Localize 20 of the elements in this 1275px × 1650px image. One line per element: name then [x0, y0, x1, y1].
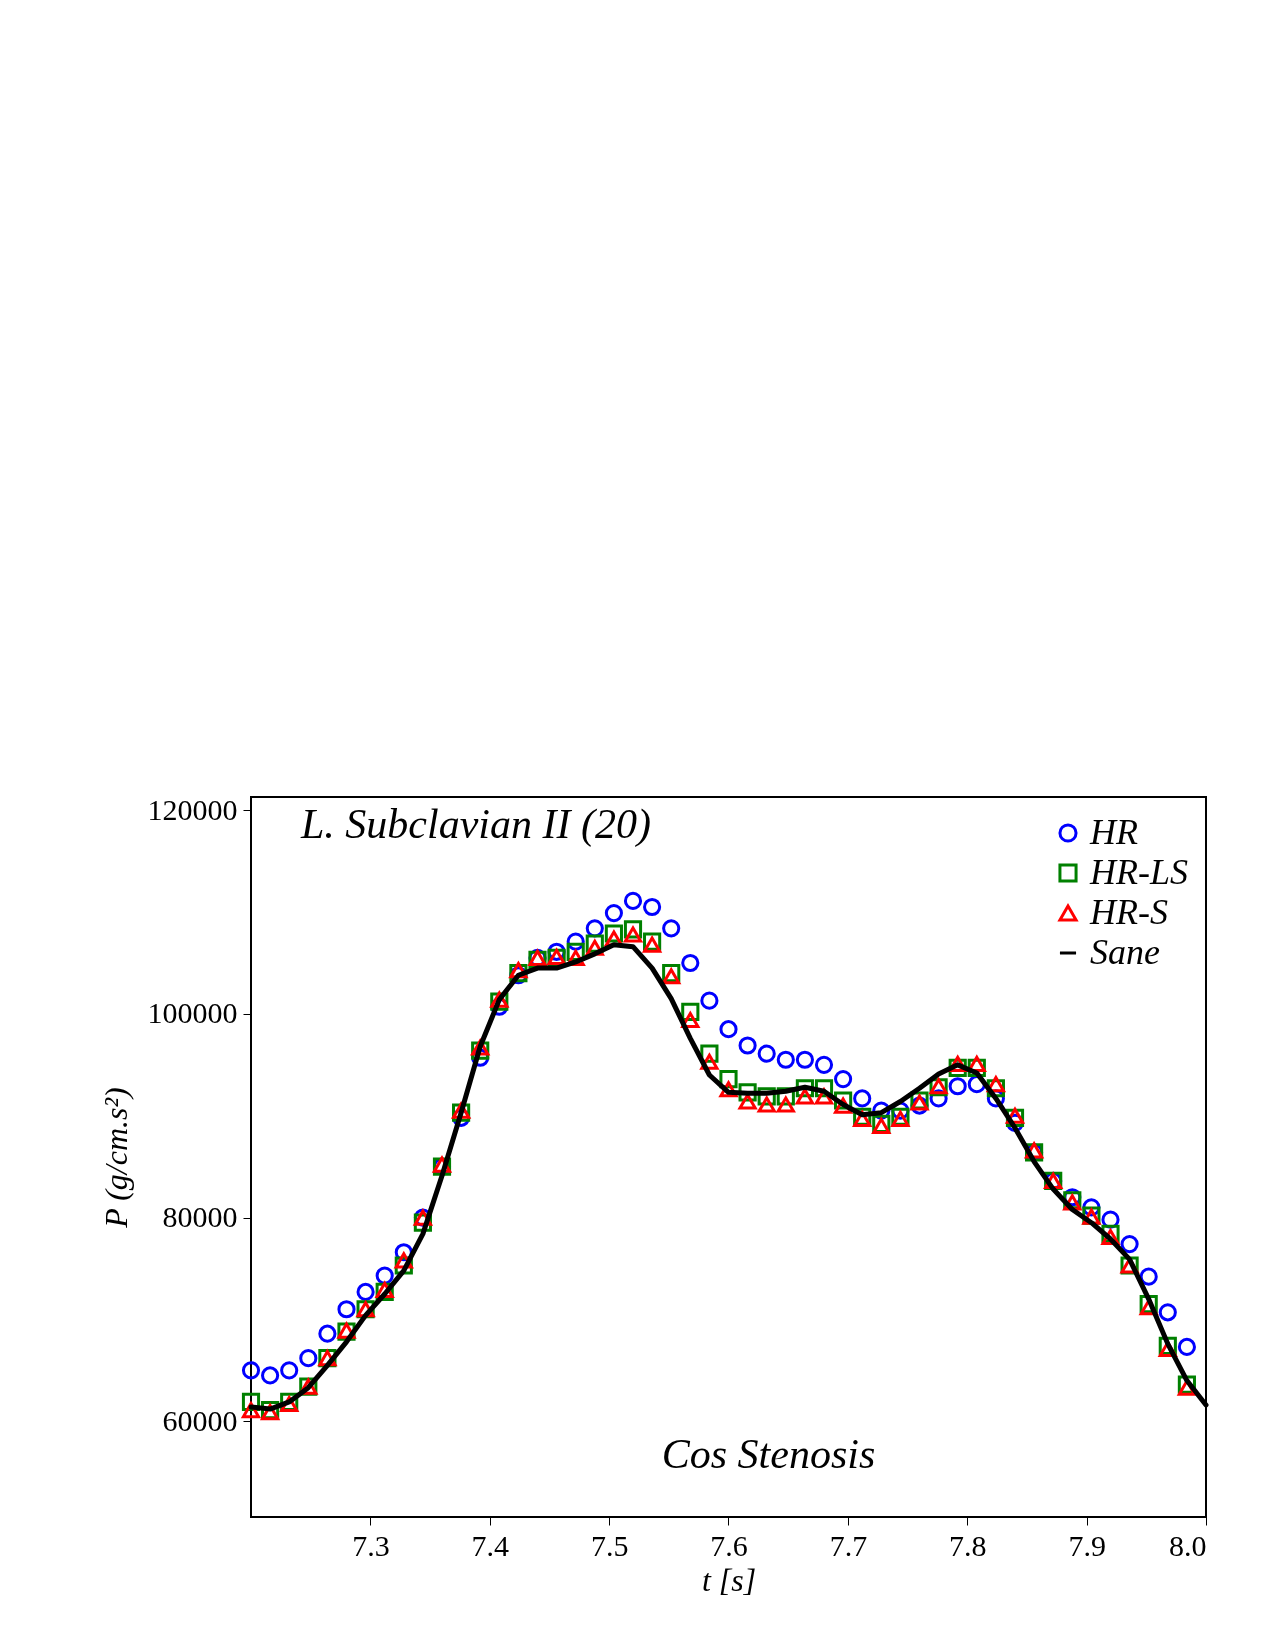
- legend-label: HR: [1089, 812, 1138, 852]
- annotation: Cos Stenosis: [661, 1431, 876, 1477]
- x-tick-label: 7.6: [710, 1528, 748, 1562]
- x-tick-label: 7.4: [471, 1528, 509, 1562]
- x-tick-label: 8.0: [1169, 1528, 1207, 1562]
- y-tick-label: 120000: [147, 792, 238, 826]
- y-tick-label: 60000: [162, 1403, 238, 1437]
- x-tick-label: 7.9: [1068, 1528, 1106, 1562]
- legend-label: HR-S: [1089, 892, 1168, 932]
- y-axis-title: P (g/cm.s²): [97, 1087, 134, 1229]
- x-tick-label: 7.7: [829, 1528, 868, 1562]
- x-tick-label: 7.5: [590, 1528, 629, 1562]
- x-tick-label: 7.3: [352, 1528, 390, 1562]
- x-axis-title: t [s]: [701, 1561, 757, 1598]
- legend-label: HR-LS: [1089, 852, 1188, 892]
- y-tick-label: 80000: [162, 1200, 238, 1234]
- chart-title: L. Subclavian II (20): [300, 801, 651, 848]
- x-tick-label: 7.8: [949, 1528, 987, 1562]
- legend-label: Sane: [1090, 932, 1160, 972]
- y-tick-label: 100000: [147, 996, 238, 1030]
